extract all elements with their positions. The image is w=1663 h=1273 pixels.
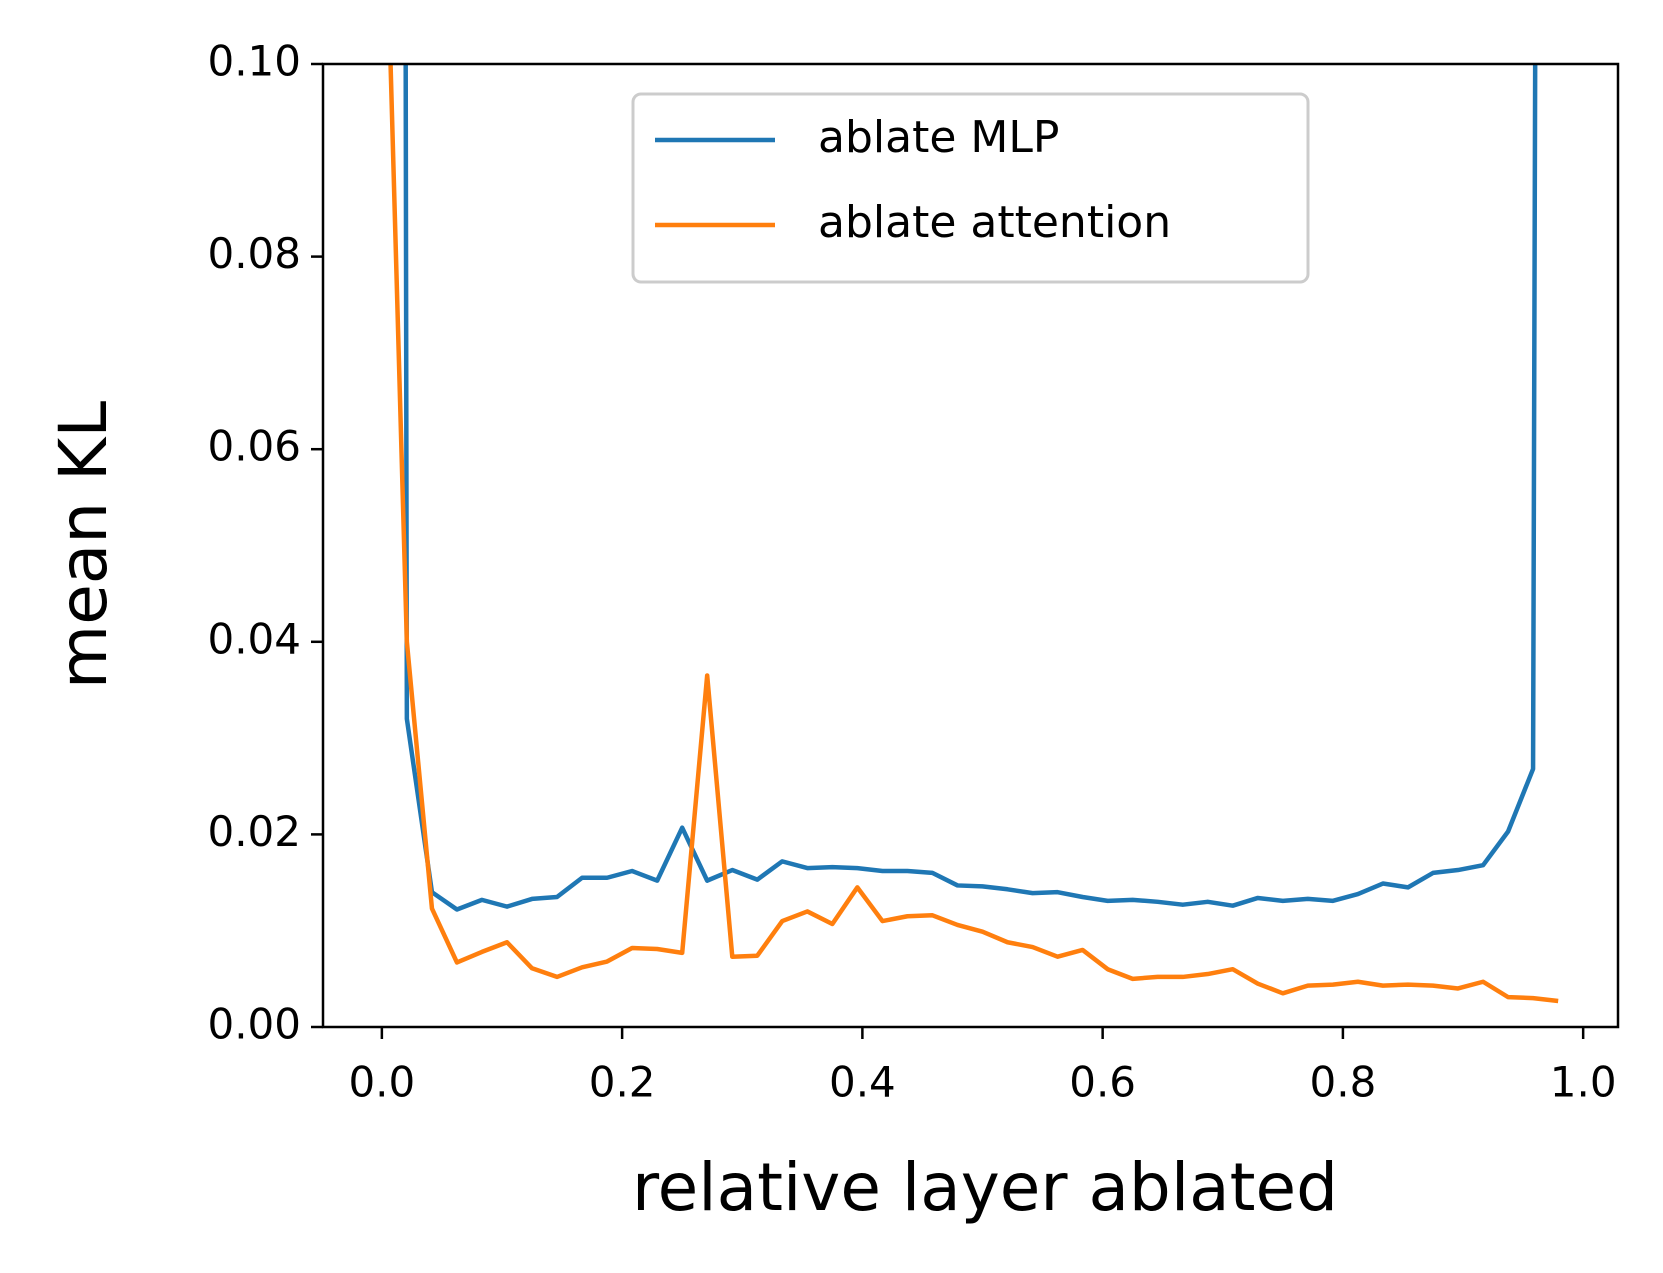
x-tick-label: 0.4 [829,1058,896,1107]
legend-label: ablate MLP [818,112,1059,163]
legend-label: ablate attention [818,197,1171,248]
x-tick-label: 0.2 [589,1058,656,1107]
legend-box [631,92,1310,284]
y-tick-label: 0.00 [207,1000,301,1049]
y-tick-label: 0.06 [207,422,301,471]
axes-frame [321,62,1620,1029]
series-line [403,64,1538,912]
plot-area [388,64,1559,1004]
y-tick-label: 0.08 [207,229,301,278]
y-tick-label: 0.02 [207,807,301,856]
x-axis-label: relative layer ablated [632,1149,1338,1226]
legend: ablate MLP ablate attention [631,92,1310,284]
x-tick-label: 0.8 [1310,1058,1377,1107]
y-tick-label: 0.10 [207,37,301,86]
x-tick-label: 1.0 [1550,1058,1617,1107]
x-tick-label: 0.6 [1069,1058,1136,1107]
y-axis-label: mean KL [45,401,122,689]
series-line [388,64,1559,1004]
y-tick-label: 0.04 [207,614,301,663]
x-tick-label: 0.0 [348,1058,415,1107]
